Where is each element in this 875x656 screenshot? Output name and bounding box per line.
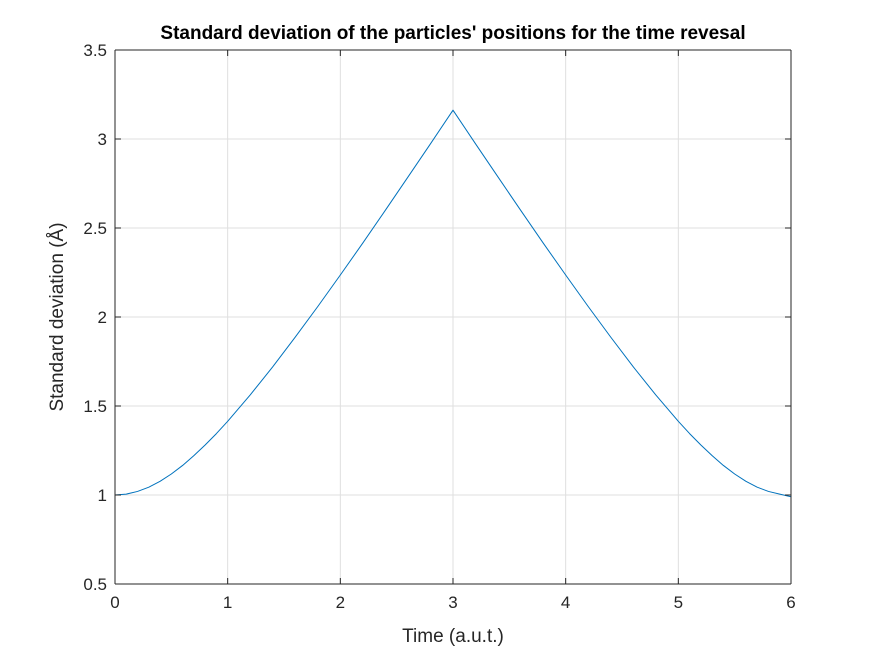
x-tick-label: 2 (336, 593, 345, 612)
x-tick-label: 0 (110, 593, 119, 612)
y-tick-labels: 0.5 1 1.5 2 2.5 3 3.5 (83, 41, 107, 594)
chart-title: Standard deviation of the particles' pos… (160, 23, 745, 44)
y-tick-label: 3.5 (83, 41, 107, 60)
y-tick-label: 1.5 (83, 397, 107, 416)
y-tick-label: 1 (98, 486, 107, 505)
x-tick-label: 1 (223, 593, 232, 612)
y-tick-label: 2 (98, 308, 107, 327)
x-tick-label: 5 (674, 593, 683, 612)
x-tick-label: 4 (561, 593, 570, 612)
x-tick-label: 3 (448, 593, 457, 612)
y-tick-label: 3 (98, 130, 107, 149)
tick-marks (114, 49, 792, 585)
y-tick-label: 2.5 (83, 219, 107, 238)
y-tick-label: 0.5 (83, 575, 107, 594)
y-axis-label: Standard deviation (Å) (47, 222, 68, 411)
x-axis-label: Time (a.u.t.) (402, 626, 504, 647)
series-layer (114, 109, 792, 498)
series-line-1 (114, 109, 792, 498)
x-tick-label: 6 (786, 593, 795, 612)
x-tick-labels: 0 1 2 3 4 5 6 (110, 593, 795, 612)
